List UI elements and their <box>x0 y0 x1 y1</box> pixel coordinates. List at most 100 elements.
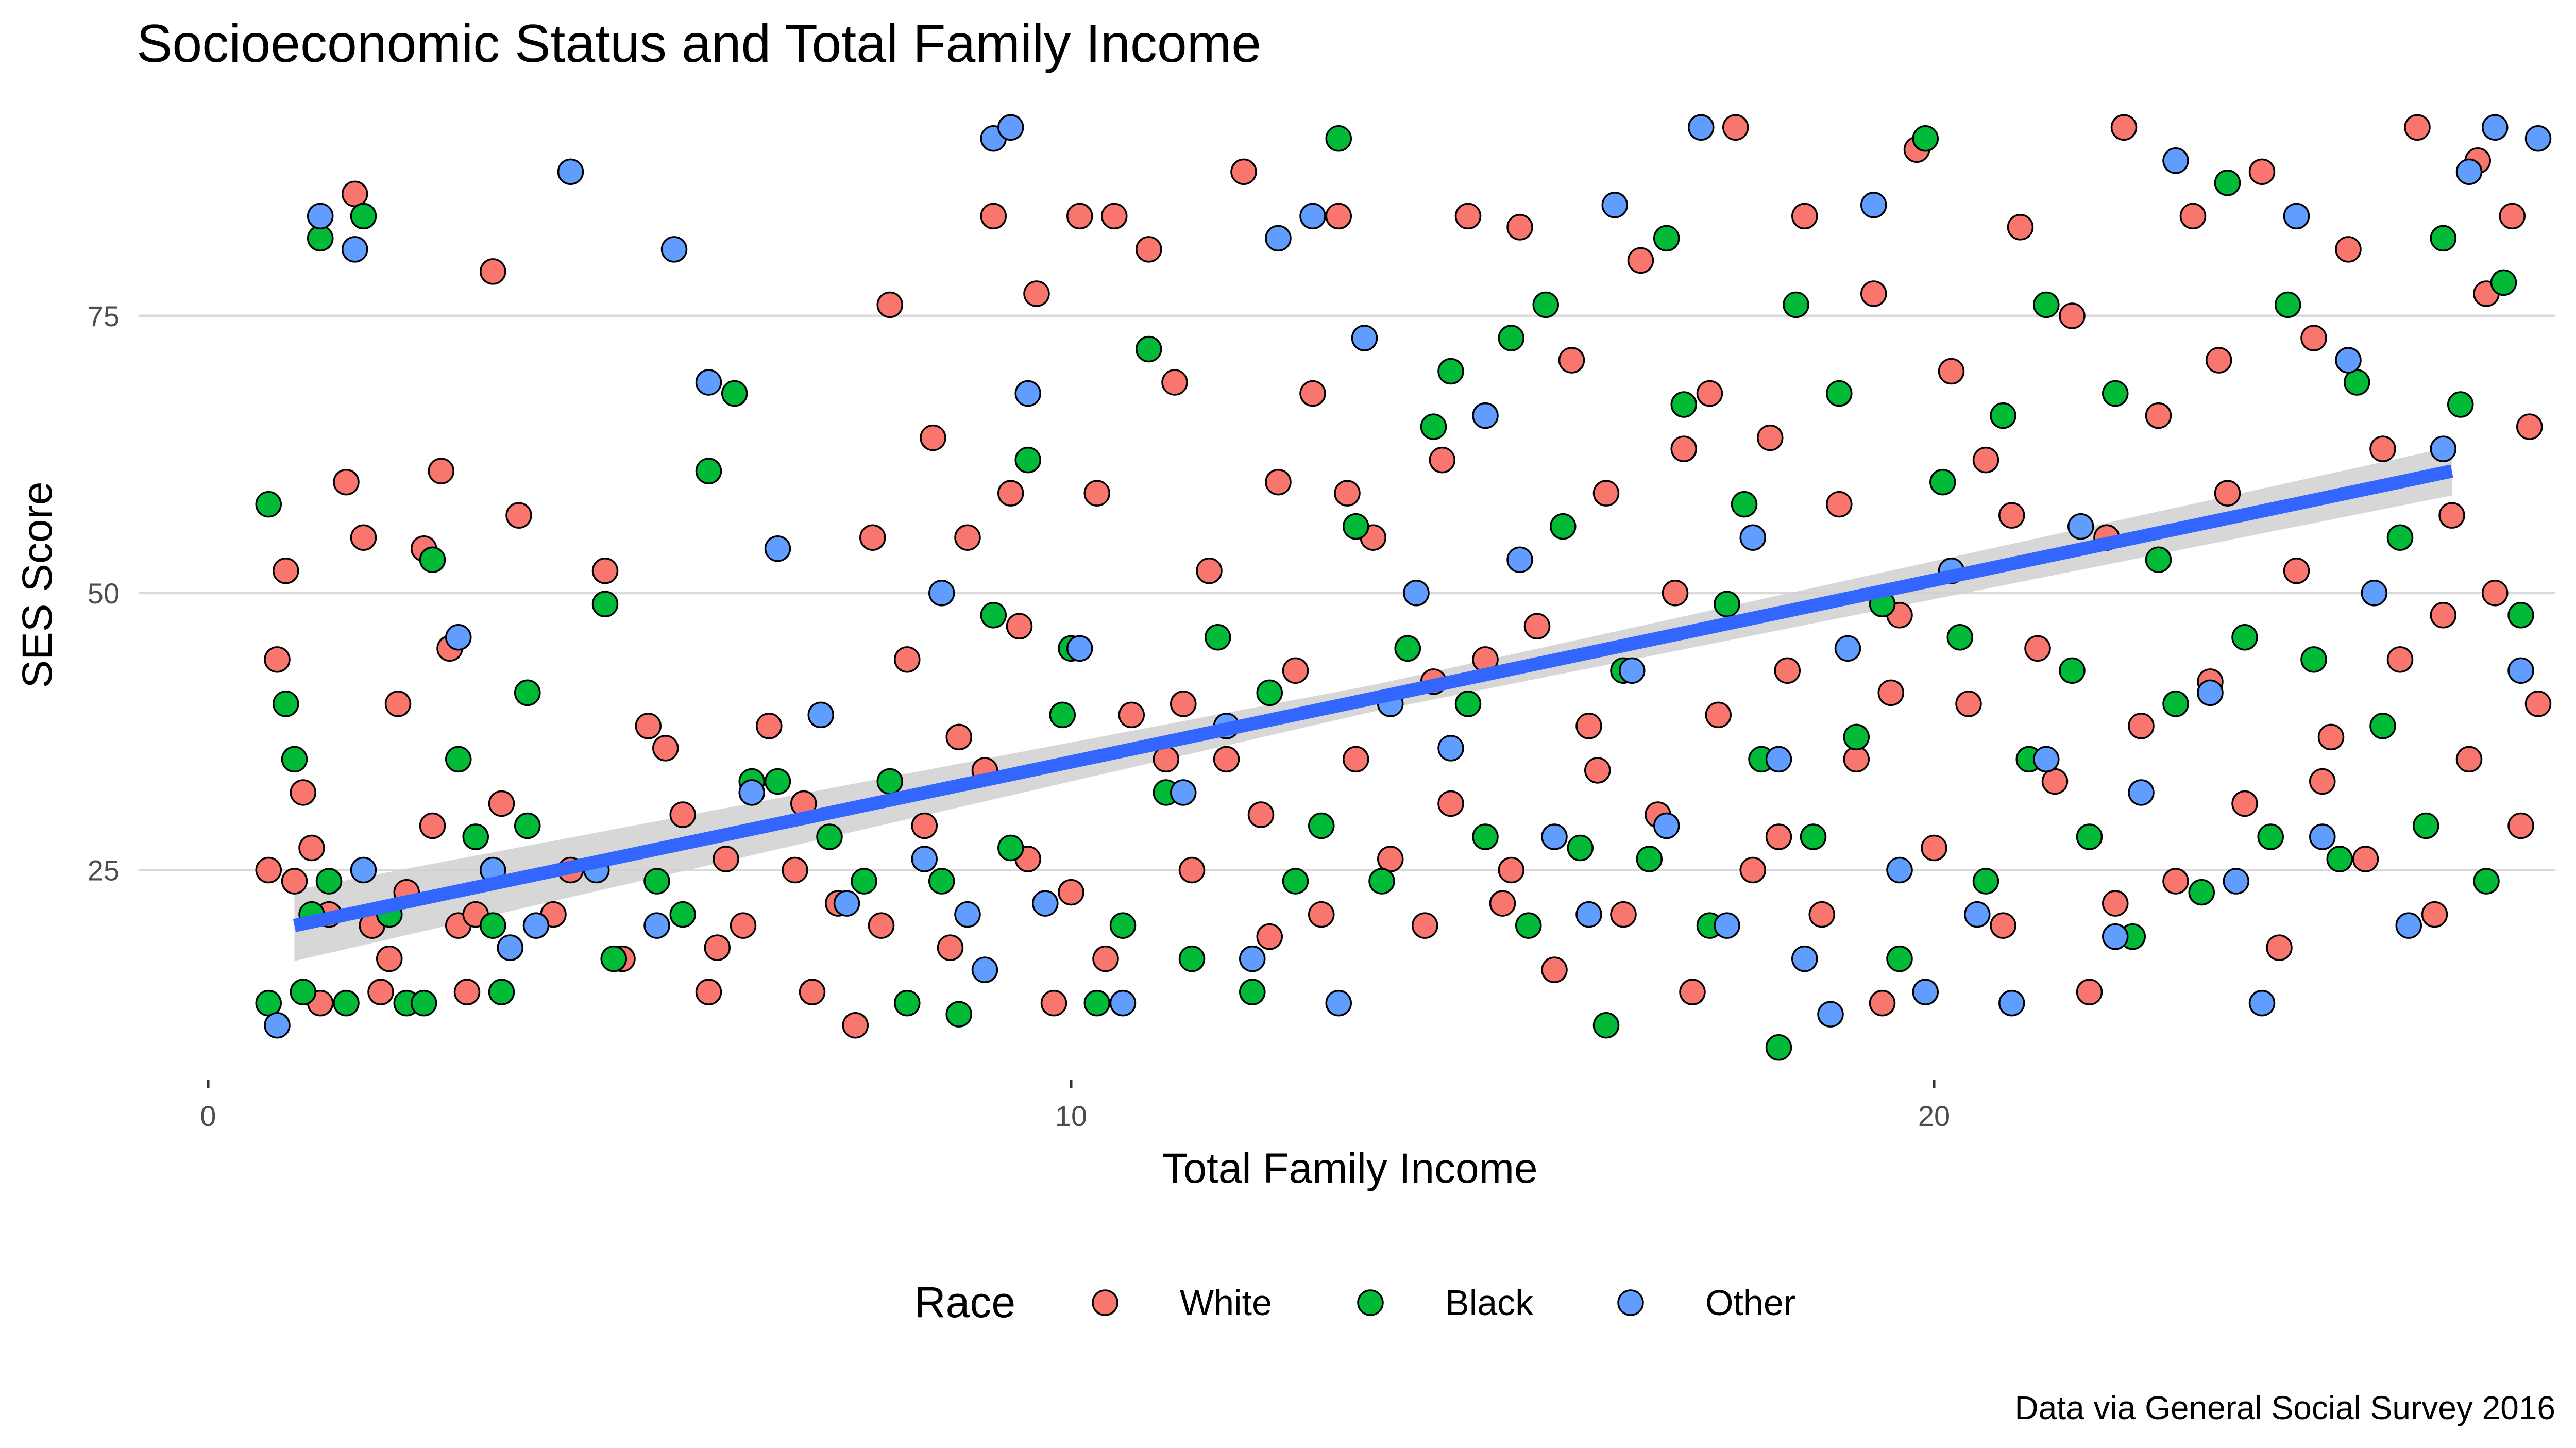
data-point-white <box>1308 901 1335 928</box>
data-point-black <box>281 746 308 773</box>
data-point-black <box>2102 380 2129 407</box>
data-point-other <box>2335 347 2362 374</box>
data-point-white <box>1153 746 1179 773</box>
data-point-white <box>1101 203 1128 230</box>
legend-label-other: Other <box>1705 1283 1795 1323</box>
data-point-white <box>255 856 282 884</box>
data-point-white <box>1662 580 1689 607</box>
data-point-black <box>1178 945 1206 972</box>
data-point-other <box>2128 779 2155 806</box>
data-point-black <box>255 989 282 1017</box>
legend: Race White Black Other <box>914 1278 1795 1326</box>
data-point-white <box>2007 214 2034 241</box>
data-point-white <box>859 524 886 551</box>
data-point-other <box>522 912 550 939</box>
data-point-white <box>1377 846 1404 872</box>
data-point-other <box>264 1012 291 1039</box>
data-point-white <box>1670 435 1697 462</box>
data-point-white <box>1696 380 1723 407</box>
data-point-other <box>1998 989 2025 1017</box>
data-point-white <box>2482 580 2509 607</box>
data-point-black <box>273 691 299 717</box>
data-point-white <box>2404 114 2431 141</box>
data-point-black <box>2369 713 2396 739</box>
data-point-black <box>2490 269 2517 296</box>
data-point-other <box>954 901 981 928</box>
data-point-black <box>2257 823 2284 850</box>
data-point-black <box>669 901 696 928</box>
data-point-white <box>2231 790 2258 817</box>
data-point-other <box>2309 823 2336 850</box>
data-point-white <box>1006 613 1033 640</box>
data-point-black <box>2231 624 2258 651</box>
data-point-black <box>1550 513 1577 540</box>
data-point-black <box>255 491 282 518</box>
data-point-white <box>591 557 619 584</box>
data-point-black <box>695 458 722 484</box>
data-point-black <box>333 989 360 1017</box>
data-point-white <box>384 691 412 717</box>
data-point-black <box>2145 546 2172 573</box>
data-point-white <box>1230 158 1257 186</box>
data-point-black <box>1532 291 1559 318</box>
data-point-white <box>2507 812 2534 839</box>
y-tick-label: 25 <box>88 854 120 887</box>
data-point-black <box>1109 912 1137 939</box>
data-point-black <box>1239 979 1266 1005</box>
data-point-other <box>2033 746 2060 773</box>
data-point-black <box>350 203 377 230</box>
data-point-white <box>2421 901 2448 928</box>
data-point-other <box>2430 435 2456 462</box>
data-point-black <box>2473 868 2500 895</box>
data-point-white <box>756 713 783 739</box>
data-point-white <box>1247 801 1275 828</box>
data-point-black <box>1205 624 1231 651</box>
data-point-black <box>1886 945 1913 972</box>
data-point-other <box>1791 945 1818 972</box>
data-point-white <box>1523 613 1551 640</box>
data-point-black <box>1670 391 1697 418</box>
data-point-black <box>1498 325 1524 351</box>
data-point-other <box>1653 812 1680 839</box>
data-point-white <box>945 723 972 751</box>
data-point-black <box>851 868 877 895</box>
y-tick-label: 75 <box>88 300 120 332</box>
data-point-white <box>704 934 731 961</box>
data-point-white <box>876 291 903 318</box>
data-point-other <box>833 890 860 917</box>
data-point-black <box>419 546 446 573</box>
data-point-white <box>1083 480 1110 507</box>
data-point-other <box>2455 158 2483 186</box>
legend-title: Race <box>914 1278 1015 1326</box>
data-point-other <box>2248 989 2276 1017</box>
data-point-black <box>1136 335 1162 363</box>
data-point-white <box>2309 768 2336 795</box>
data-point-white <box>1136 236 1162 263</box>
data-point-white <box>1860 280 1887 307</box>
data-point-white <box>333 468 360 496</box>
data-point-white <box>1213 746 1240 773</box>
data-point-white <box>2369 435 2396 462</box>
data-point-white <box>2076 979 2103 1005</box>
data-point-black <box>1800 823 1827 850</box>
data-point-black <box>2076 823 2103 850</box>
data-point-other <box>2283 203 2310 230</box>
data-point-white <box>290 779 316 806</box>
data-point-white <box>2516 413 2543 440</box>
data-point-white <box>1558 347 1585 374</box>
data-point-other <box>1437 735 1464 762</box>
data-point-white <box>1774 657 1801 684</box>
data-point-other <box>307 203 334 230</box>
data-point-white <box>1325 203 1352 230</box>
data-point-other <box>350 856 377 884</box>
data-point-white <box>2430 602 2456 629</box>
data-point-white <box>1826 491 1853 518</box>
data-point-black <box>411 989 437 1017</box>
data-point-white <box>2206 347 2232 374</box>
data-point-white <box>273 557 299 584</box>
data-point-black <box>1765 1034 1792 1061</box>
data-point-white <box>264 646 291 673</box>
data-point-white <box>1705 701 1732 729</box>
data-point-white <box>350 524 377 551</box>
data-point-black <box>816 823 843 850</box>
